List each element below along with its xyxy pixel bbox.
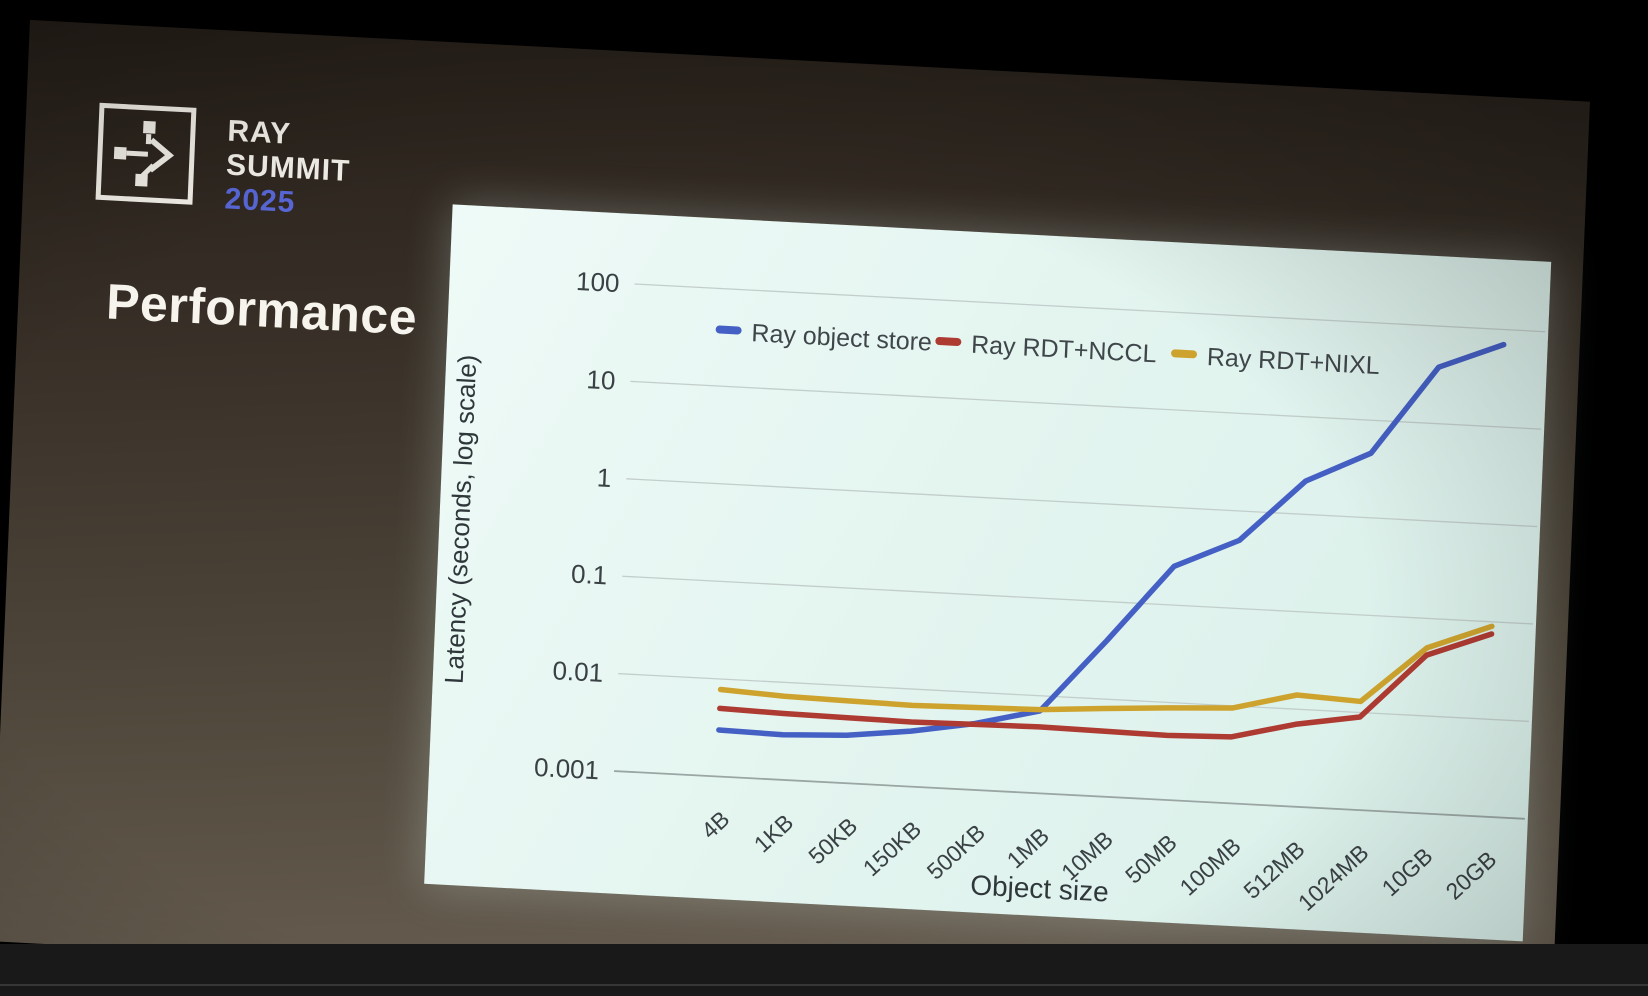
x-tick-label: 4B (696, 806, 734, 844)
latency-chart-panel: 100 10 1 0.1 0.01 0.001 4B 1KB 50KB 150KB 500KB 1MB… (424, 204, 1552, 942)
x-tick-label: 50KB (803, 812, 862, 869)
ray-summit-logo (95, 102, 197, 205)
legend-label: Ray RDT+NIXL (1206, 343, 1380, 380)
x-tick-label: 50MB (1120, 829, 1182, 889)
y-tick-label: 0.001 (533, 752, 599, 785)
x-tick-label: 150KB (858, 816, 926, 882)
y-tick-label: 10 (586, 364, 616, 395)
floor-edge-line (0, 984, 1648, 986)
y-tick-label: 0.1 (571, 559, 608, 591)
x-tick-label: 100MB (1175, 832, 1246, 900)
event-badge: RAY SUMMIT 2025 (224, 114, 352, 222)
slide: RAY SUMMIT 2025 Performance 100 10 1 0.1 0.0… (0, 20, 1590, 996)
series-line-ray-object-store (716, 341, 1507, 739)
legend-swatch (715, 325, 742, 335)
legend-swatch (1171, 349, 1198, 359)
y-axis-title: Latency (seconds, log scale) (439, 354, 483, 685)
legend-label: Ray RDT+NCCL (971, 331, 1157, 369)
ray-nodes-arrow-icon (108, 113, 183, 194)
series-line-ray-rdt-nixl (717, 623, 1495, 713)
gridline (618, 672, 1529, 723)
legend-swatch (935, 337, 962, 346)
x-tick-label: 1KB (749, 809, 799, 857)
y-tick-label: 1 (596, 462, 612, 493)
badge-year: 2025 (223, 182, 297, 220)
page-title: Performance (105, 273, 419, 346)
room-floor-strip (0, 944, 1648, 996)
x-axis-title: Object size (970, 869, 1110, 907)
chart-gridlines (614, 283, 1546, 820)
y-tick-label: 0.01 (552, 655, 604, 688)
chart-legend: Ray object store Ray RDT+NCCL Ray RDT+NIXL (715, 319, 1380, 380)
gridline (626, 478, 1538, 528)
x-tick-label: 1MB (1002, 822, 1054, 873)
gridline (614, 770, 1525, 820)
x-tick-label: 20GB (1441, 846, 1502, 905)
x-tick-label: 10GB (1377, 842, 1438, 901)
series-line-ray-rdt-nccl (717, 631, 1495, 740)
gridline (630, 380, 1542, 430)
gridline (622, 575, 1534, 625)
gridline (634, 283, 1546, 333)
y-axis-tick-labels: 100 10 1 0.1 0.01 0.001 (533, 266, 621, 785)
y-tick-label: 100 (576, 266, 621, 298)
legend-label: Ray object store (751, 319, 933, 356)
